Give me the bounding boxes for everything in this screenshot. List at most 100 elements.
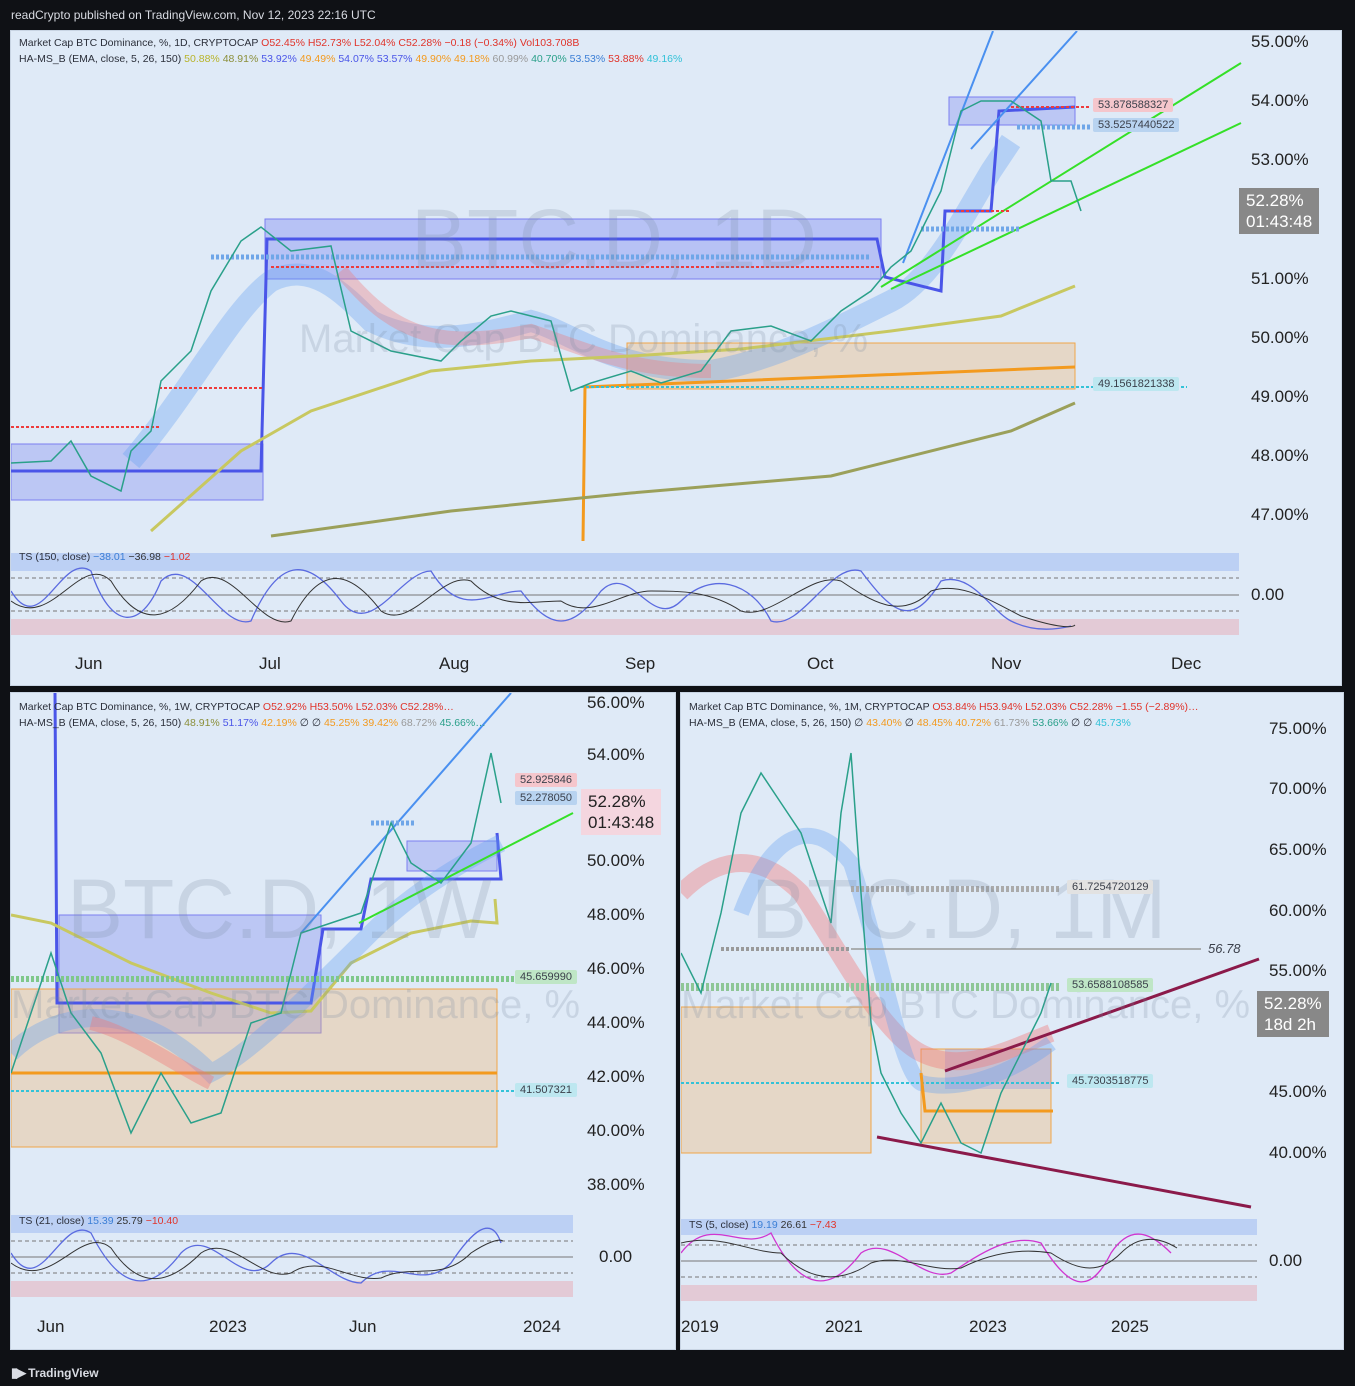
chart-daily-canvas[interactable] — [11, 31, 1342, 686]
indicator-value: 53.66% — [1032, 717, 1069, 729]
ohlc-close: C52.28% — [398, 37, 442, 49]
ts-legend: TS (150, close) −38.01 −36.98 −1.02 — [19, 549, 190, 565]
y-tick: 42.00% — [587, 1067, 645, 1086]
level-label: 49.1561821338 — [1093, 377, 1180, 391]
x-tick: 2025 — [1111, 1317, 1149, 1336]
indicator-value: 39.42% — [362, 717, 399, 729]
y-tick: 55.00% — [1269, 961, 1327, 980]
indicator-value: 53.88% — [608, 53, 644, 65]
ts-value: −36.98 — [128, 551, 161, 563]
level-label: 53.6588108585 — [1067, 978, 1154, 992]
tradingview-logo[interactable]: ▮▶ TradingView — [11, 1365, 99, 1381]
ts-zero: 0.00 — [599, 1247, 633, 1266]
indicator-value: 51.17% — [222, 717, 259, 729]
ts-value: 19.19 — [751, 1219, 778, 1231]
y-tick: 54.00% — [587, 745, 645, 764]
indicator-value: 50.88% — [184, 53, 220, 65]
indicator-value: ∅ — [904, 717, 914, 729]
chart-weekly-canvas[interactable] — [11, 693, 676, 1350]
ts-title[interactable]: TS (21, close) — [19, 1215, 85, 1227]
x-tick: Oct — [807, 654, 834, 673]
chart-panel-weekly[interactable]: BTC.D, 1W Market Cap BTC Dominance, % Ma… — [10, 692, 676, 1350]
chart-panel-daily[interactable]: BTC.D, 1D Market Cap BTC Dominance, % Ma… — [10, 30, 1342, 686]
y-tick: 46.00% — [587, 959, 645, 978]
indicator-title[interactable]: HA-MS_B (EMA, close, 5, 26, 150) — [689, 717, 852, 729]
watermark-small: Market Cap BTC Dominance, % — [11, 983, 581, 1027]
y-tick: 56.00% — [587, 693, 645, 712]
indicator-value: 48.91% — [184, 717, 220, 729]
y-tick: 44.00% — [587, 1013, 645, 1032]
indicator-title[interactable]: HA-MS_B (EMA, close, 5, 26, 150) — [19, 717, 182, 729]
publish-info: readCrypto published on TradingView.com,… — [11, 8, 376, 22]
ohlc-open: O52.45% — [261, 37, 305, 49]
x-tick: Jun — [75, 654, 103, 673]
watermark-small: Market Cap BTC Dominance, % — [681, 983, 1251, 1027]
indicator-value: 49.16% — [646, 53, 683, 65]
ts-title[interactable]: TS (150, close) — [19, 551, 91, 563]
ohlc-low: L52.03% — [1025, 701, 1067, 713]
legend-weekly: Market Cap BTC Dominance, %, 1W, CRYPTOC… — [19, 699, 486, 731]
x-tick: Aug — [439, 654, 470, 673]
ts-value: 15.39 — [87, 1215, 114, 1227]
ts-title[interactable]: TS (5, close) — [689, 1219, 749, 1231]
x-tick: 2023 — [209, 1317, 247, 1336]
footer: ▮▶ TradingView — [0, 1356, 1355, 1386]
y-tick: 60.00% — [1269, 901, 1327, 920]
bar-countdown: 18d 2h — [1264, 1015, 1316, 1034]
chart-panel-monthly[interactable]: BTC.D, 1M Market Cap BTC Dominance, % Ma… — [680, 692, 1344, 1350]
indicator-title[interactable]: HA-MS_B (EMA, close, 5, 26, 150) — [19, 53, 182, 65]
ohlc-change: −0.18 (−0.34%) — [444, 37, 517, 49]
last-price: 52.28% — [1246, 191, 1304, 210]
y-tick: 55.00% — [1251, 32, 1309, 51]
ohlc-high: H52.73% — [307, 37, 352, 49]
indicator-value: 61.73% — [993, 717, 1030, 729]
y-tick: 47.00% — [1251, 505, 1309, 524]
y-tick: 38.00% — [587, 1175, 645, 1194]
indicator-value: 45.66%… — [439, 717, 486, 729]
x-tick: 2024 — [523, 1317, 561, 1336]
indicator-value: 54.07% — [338, 53, 374, 65]
symbol-title[interactable]: Market Cap BTC Dominance, %, 1W, CRYPTOC… — [19, 701, 260, 713]
bar-countdown: 01:43:48 — [588, 813, 655, 832]
watermark-big: BTC.D, 1D — [411, 192, 818, 286]
ts-zero: 0.00 — [1269, 1251, 1303, 1270]
ohlc-change: −1.55 (−2.89%)… — [1115, 701, 1199, 713]
legend-monthly: Market Cap BTC Dominance, %, 1M, CRYPTOC… — [689, 699, 1199, 731]
y-tick: 51.00% — [1251, 269, 1309, 288]
legend-daily: Market Cap BTC Dominance, %, 1D, CRYPTOC… — [19, 35, 682, 67]
ts-value: 25.79 — [116, 1215, 143, 1227]
symbol-title[interactable]: Market Cap BTC Dominance, %, 1M, CRYPTOC… — [689, 701, 930, 713]
indicator-value: 49.90% — [415, 53, 452, 65]
x-tick: Sep — [625, 654, 656, 673]
y-tick: 48.00% — [587, 905, 645, 924]
level-label: 45.659990 — [515, 970, 577, 984]
last-price-tag: 52.28% 18d 2h — [1257, 991, 1329, 1037]
last-price: 52.28% — [588, 792, 646, 811]
ts-value: 26.61 — [780, 1219, 807, 1231]
indicator-value: 40.70% — [531, 53, 567, 65]
indicator-value: 49.49% — [299, 53, 336, 65]
chart-monthly-canvas[interactable] — [681, 693, 1344, 1350]
y-tick: 70.00% — [1269, 779, 1327, 798]
indicator-value: 45.73% — [1095, 717, 1131, 729]
x-tick: Jun — [37, 1317, 65, 1336]
last-price-tag: 52.28% 01:43:48 — [581, 789, 662, 835]
ts-zero: 0.00 — [1251, 585, 1285, 604]
ohlc-open: O52.92% — [262, 701, 307, 713]
tradingview-logo-icon: ▮▶ — [11, 1365, 26, 1380]
level-label: 52.278050 — [515, 791, 577, 805]
ohlc-open: O53.84% — [932, 701, 977, 713]
line-label: 56.78 — [1208, 941, 1241, 956]
indicator-value: 48.45% — [916, 717, 953, 729]
indicator-value: 53.53% — [569, 53, 606, 65]
y-tick: 49.00% — [1251, 387, 1309, 406]
y-tick: 40.00% — [1269, 1143, 1327, 1162]
indicator-value: ∅ — [1083, 717, 1093, 729]
watermark-big: BTC.D, 1M — [751, 862, 1167, 956]
level-label: 52.925846 — [515, 773, 577, 787]
level-label: 45.7303518775 — [1067, 1074, 1154, 1088]
bar-countdown: 01:43:48 — [1246, 212, 1313, 231]
indicator-value: ∅ — [1071, 717, 1081, 729]
ts-legend: TS (5, close) 19.19 26.61 −7.43 — [689, 1217, 836, 1233]
symbol-title[interactable]: Market Cap BTC Dominance, %, 1D, CRYPTOC… — [19, 37, 259, 49]
